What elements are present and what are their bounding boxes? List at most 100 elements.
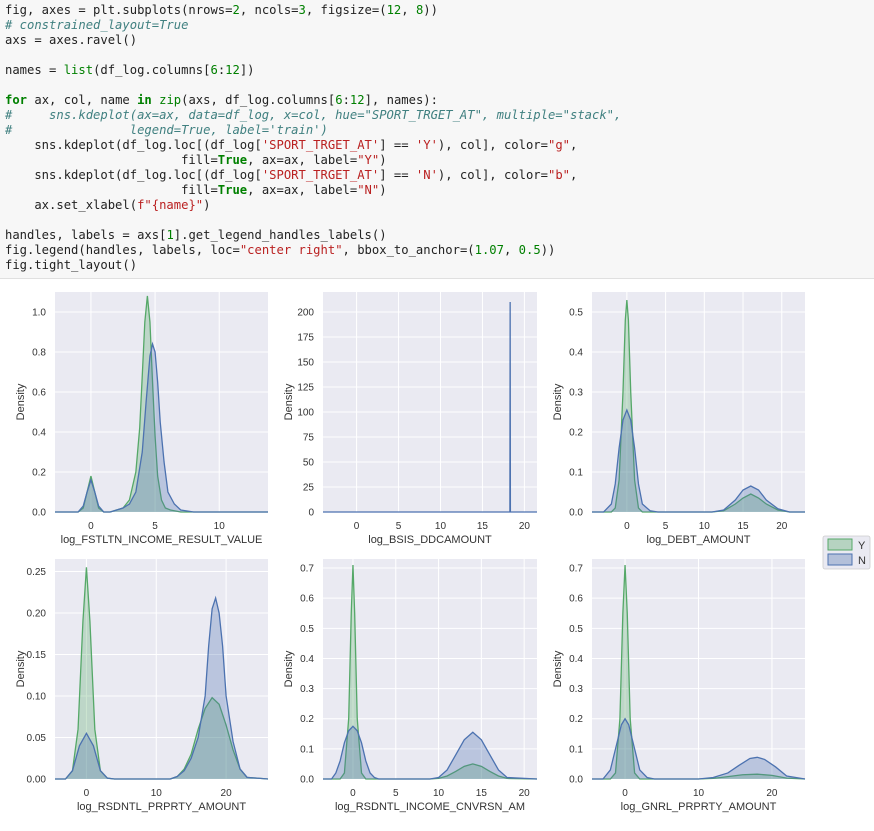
y-tick-label: 25 <box>303 483 315 494</box>
x-axis-label: log_DEBT_AMOUNT <box>647 534 751 546</box>
code-line: fill=True, ax=ax, label="N") <box>5 183 386 197</box>
code-token: , ax=ax, label= <box>247 153 358 167</box>
axes-background <box>592 292 805 512</box>
x-tick-label: 20 <box>776 521 788 532</box>
y-tick-label: 0.2 <box>569 714 583 725</box>
code-token: sns.kdeplot(df_log.loc[(df_log[ <box>5 168 262 182</box>
code-token: sns.kdeplot(df_log.loc[(df_log[ <box>5 138 262 152</box>
code-line: handles, labels = axs[1].get_legend_hand… <box>5 228 387 242</box>
code-token: , ncols= <box>239 3 299 17</box>
x-tick-label: 10 <box>433 788 445 799</box>
legend-swatch-y <box>827 538 853 551</box>
y-tick-label: 0.3 <box>300 684 314 695</box>
code-token: , ax=ax, label= <box>247 183 358 197</box>
code-token: 6 <box>335 93 343 107</box>
figure-legend: Y N <box>822 535 871 570</box>
code-line: # constrained_layout=True <box>5 18 188 32</box>
code-token: ] == <box>379 168 416 182</box>
y-tick-label: 0.1 <box>300 744 314 755</box>
code-token: fig.tight_layout() <box>5 258 138 272</box>
code-token: "Y" <box>357 153 380 167</box>
code-token: 12 <box>349 93 365 107</box>
y-tick-label: 0.20 <box>27 608 47 619</box>
code-line: fig.legend(handles, labels, loc="center … <box>5 243 555 257</box>
subplot-2: 0 5 10 15 200255075100125150175200log_BSIS_D… <box>283 292 537 546</box>
x-tick-label: 0 <box>84 788 90 799</box>
x-tick-label: 10 <box>693 788 705 799</box>
code-token: ]) <box>239 63 255 77</box>
code-line: fig, axes = plt.subplots(nrows=2, ncols=… <box>5 3 438 17</box>
code-line: axs = axes.ravel() <box>5 33 137 47</box>
code-token: ) <box>203 198 211 212</box>
code-line: sns.kdeplot(df_log.loc[(df_log['SPORT_TR… <box>5 138 577 152</box>
y-tick-label: 0.7 <box>569 564 583 575</box>
code-line: # legend=True, label='train') <box>5 123 328 137</box>
code-token: True <box>217 153 248 167</box>
code-cell[interactable]: fig, axes = plt.subplots(nrows=2, ncols=… <box>0 0 874 279</box>
x-axis-label: log_BSIS_DDCAMOUNT <box>368 534 492 546</box>
y-tick-label: 0.0 <box>300 775 314 786</box>
x-tick-label: 0 <box>88 521 94 532</box>
figure-output: 0 5 10 0.0 0.2 0.4 0.6 0.8 1.0 log_FSTLTN_INCOME_… <box>0 279 874 826</box>
legend-frame <box>822 535 871 570</box>
kde-area-y <box>55 567 268 779</box>
code-token: fill= <box>5 183 218 197</box>
y-tick-label: 0.0 <box>569 775 583 786</box>
code-token: , <box>503 243 519 257</box>
code-token: list <box>63 63 94 77</box>
axes-background <box>323 292 537 512</box>
kde-area-n <box>592 410 805 512</box>
code-token: : <box>342 93 350 107</box>
y-tick-label: 100 <box>297 408 314 419</box>
code-token: 'SPORT_TRGET_AT' <box>261 138 380 152</box>
kde-area-n <box>55 344 268 512</box>
y-tick-label: 0.4 <box>300 654 314 665</box>
code-token: 1.07 <box>474 243 504 257</box>
y-tick-label: 0.05 <box>27 733 47 744</box>
y-tick-label: 0.6 <box>32 388 46 399</box>
y-axis-label: Density <box>552 383 564 420</box>
y-tick-label: 150 <box>297 358 314 369</box>
code-token: 2 <box>232 3 240 17</box>
code-line: sns.kdeplot(df_log.loc[(df_log['SPORT_TR… <box>5 168 577 182</box>
y-tick-label: 175 <box>297 333 314 344</box>
x-tick-label: 0 <box>354 521 360 532</box>
code-token: , <box>570 168 578 182</box>
code-token: True <box>217 183 248 197</box>
y-tick-label: 0.10 <box>27 691 47 702</box>
code-token: "b" <box>547 168 570 182</box>
code-token: fill= <box>5 153 218 167</box>
code-line: names = list(df_log.columns[6:12]) <box>5 63 255 77</box>
y-tick-label: 0 <box>308 508 314 519</box>
code-token: , figsize=( <box>305 3 387 17</box>
y-axis-label: Density <box>283 383 295 420</box>
code-token: 6 <box>210 63 218 77</box>
code-token: fig, axes = plt.subplots(nrows= <box>5 3 233 17</box>
kde-line-n <box>592 717 806 780</box>
y-axis-label: Density <box>552 650 564 687</box>
code-token: 12 <box>386 3 402 17</box>
code-token: axs = axes.ravel() <box>5 33 138 47</box>
x-axis-label: log_RSDNTL_INCOME_CNVRSN_AM <box>335 801 525 813</box>
code-editor[interactable]: fig, axes = plt.subplots(nrows=2, ncols=… <box>5 3 621 273</box>
x-tick-label: 10 <box>214 521 226 532</box>
code-token: : <box>217 63 226 77</box>
kde-line-n <box>55 595 269 780</box>
code-line: ax.set_xlabel(f"{name}") <box>5 198 210 212</box>
y-tick-label: 0.1 <box>569 468 583 479</box>
kde-line-n <box>592 408 805 513</box>
y-tick-label: 0.5 <box>569 624 583 635</box>
y-tick-label: 0.5 <box>300 624 314 635</box>
code-token: 'SPORT_TRGET_AT' <box>261 168 380 182</box>
code-token: 3 <box>298 3 306 17</box>
code-token: ], names): <box>364 93 438 107</box>
code-token: zip <box>159 93 182 107</box>
code-token: # constrained_layout=True <box>5 18 189 32</box>
y-axis-label: Density <box>15 650 27 687</box>
subplot-4: 0 10 20 0.00 0.05 0.10 0.15 0.20 0.25 log_RSDNTL_… <box>15 559 269 813</box>
y-tick-label: 0.1 <box>569 744 583 755</box>
legend-label-y: Y <box>858 540 866 552</box>
code-token: for <box>5 93 28 107</box>
code-line: # sns.kdeplot(ax=ax, data=df_log, x=col,… <box>5 108 621 122</box>
code-token: 1 <box>166 228 174 242</box>
